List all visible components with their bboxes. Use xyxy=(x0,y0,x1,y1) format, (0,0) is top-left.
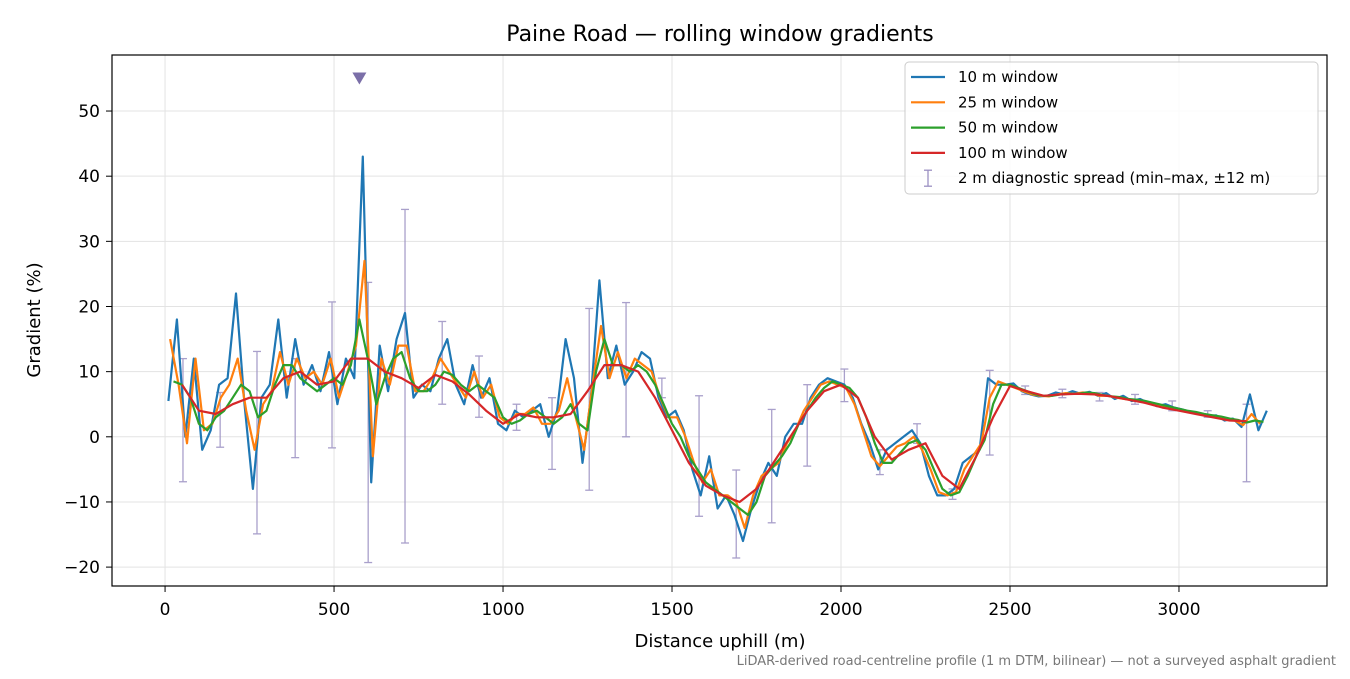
x-tick-label: 2000 xyxy=(819,600,862,620)
y-tick-label: 20 xyxy=(78,297,100,317)
error-bar xyxy=(512,403,521,431)
legend-label: 2 m diagnostic spread (min–max, ±12 m) xyxy=(958,169,1270,187)
x-tick-label: 2500 xyxy=(988,600,1031,620)
error-bar xyxy=(985,369,994,456)
error-bar xyxy=(401,208,410,544)
legend-label: 50 m window xyxy=(958,119,1058,137)
y-tick-label: 0 xyxy=(89,428,100,448)
chart-title: Paine Road — rolling window gradients xyxy=(506,22,933,47)
x-tick-label: 500 xyxy=(318,600,350,620)
y-tick-label: −20 xyxy=(64,558,100,578)
plot-frame xyxy=(111,54,1328,587)
legend-label: 100 m window xyxy=(958,144,1068,162)
legend-swatch xyxy=(924,169,932,187)
y-tick-label: 30 xyxy=(78,232,100,252)
legend-box xyxy=(904,61,1319,195)
x-tick-label: 1500 xyxy=(650,600,693,620)
error-bar xyxy=(585,307,594,491)
footnote: LiDAR-derived road-centreline profile (1… xyxy=(737,654,1336,669)
error-bar xyxy=(548,397,557,471)
y-tick-label: 10 xyxy=(78,363,100,383)
peak-marker xyxy=(352,72,367,85)
legend-label: 25 m window xyxy=(958,93,1058,111)
series-line xyxy=(181,357,1247,504)
x-tick-label: 0 xyxy=(160,600,171,620)
x-tick-label: 1000 xyxy=(481,600,524,620)
y-axis-label: Gradient (%) xyxy=(24,262,45,377)
y-tick-label: 50 xyxy=(78,102,100,122)
error-bar xyxy=(803,384,812,467)
legend-label: 10 m window xyxy=(958,68,1058,86)
x-axis-label: Distance uphill (m) xyxy=(635,631,806,652)
error-bar xyxy=(695,395,704,517)
y-tick-label: −10 xyxy=(64,493,100,513)
error-bar xyxy=(732,469,741,559)
y-tick-label: 40 xyxy=(78,167,100,187)
x-tick-label: 3000 xyxy=(1157,600,1200,620)
